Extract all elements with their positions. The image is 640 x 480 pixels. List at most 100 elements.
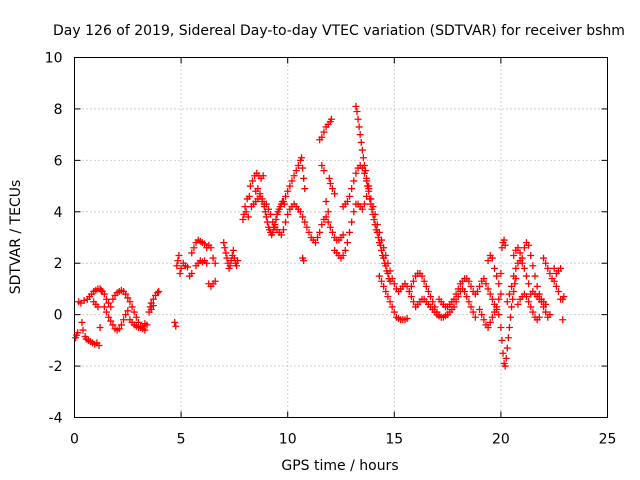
- data-point: [510, 252, 518, 259]
- data-point: [177, 264, 185, 272]
- data-point: [365, 185, 373, 193]
- data-point: [109, 321, 117, 329]
- data-point: [107, 317, 115, 325]
- data-point: [550, 277, 558, 285]
- data-point: [262, 213, 270, 221]
- data-point: [499, 349, 507, 357]
- data-point: [354, 115, 362, 123]
- data-point: [346, 228, 354, 236]
- data-point: [358, 164, 366, 172]
- data-point: [495, 280, 503, 288]
- data-point: [378, 236, 386, 244]
- data-point: [328, 228, 336, 236]
- data-point: [245, 192, 253, 200]
- data-point: [299, 164, 307, 172]
- data-point: [331, 190, 339, 198]
- data-point: [516, 249, 524, 257]
- data-point: [454, 285, 462, 293]
- data-point: [525, 241, 533, 249]
- data-point: [360, 200, 368, 208]
- y-tick-label: -2: [49, 359, 63, 375]
- data-point: [514, 300, 522, 308]
- data-point: [501, 362, 509, 370]
- data-point: [352, 102, 360, 110]
- data-point: [320, 167, 328, 175]
- data-point: [386, 298, 394, 306]
- data-point: [463, 293, 471, 301]
- data-point: [350, 177, 358, 185]
- data-point: [326, 180, 334, 187]
- x-tick-label: 5: [177, 432, 186, 448]
- data-point: [495, 311, 503, 319]
- data-point: [300, 257, 308, 265]
- data-point: [384, 293, 392, 301]
- data-point: [262, 200, 270, 208]
- data-point: [299, 213, 307, 221]
- data-point: [359, 154, 367, 162]
- data-point: [141, 326, 149, 334]
- data-point: [355, 123, 363, 131]
- data-point: [382, 288, 390, 295]
- data-point: [175, 252, 183, 259]
- data-point: [518, 254, 526, 262]
- data-point: [493, 303, 501, 311]
- data-point: [102, 295, 110, 303]
- data-point: [514, 244, 522, 252]
- data-point: [171, 318, 179, 326]
- data-point: [488, 254, 496, 262]
- data-point: [203, 259, 211, 267]
- data-point: [100, 303, 108, 311]
- data-point: [242, 208, 250, 216]
- data-point: [277, 231, 285, 239]
- data-point: [124, 294, 132, 302]
- data-point: [382, 252, 390, 259]
- data-point: [117, 321, 125, 329]
- data-point: [155, 288, 163, 295]
- data-point: [96, 324, 104, 331]
- data-point: [149, 302, 157, 310]
- data-point: [327, 115, 335, 123]
- data-point: [491, 264, 499, 272]
- data-point: [360, 169, 368, 177]
- data-point: [450, 303, 458, 311]
- x-tick-label: 25: [599, 432, 617, 448]
- data-point: [79, 326, 87, 334]
- data-point: [124, 307, 132, 315]
- data-point: [467, 303, 475, 311]
- data-point: [525, 298, 533, 306]
- data-point: [115, 325, 123, 333]
- x-tick-labels: 0 5 10 15 20 25: [70, 432, 616, 448]
- data-point: [282, 192, 290, 200]
- data-point: [300, 174, 308, 182]
- data-point: [375, 228, 383, 236]
- data-point: [95, 342, 103, 349]
- data-point: [560, 293, 568, 301]
- data-point: [143, 321, 151, 329]
- data-point: [493, 272, 501, 280]
- data-point: [488, 313, 496, 321]
- data-point: [405, 288, 413, 295]
- data-point: [476, 306, 484, 313]
- data-point: [326, 223, 334, 231]
- data-point: [174, 257, 182, 265]
- data-point: [427, 293, 435, 301]
- data-point: [403, 315, 411, 322]
- data-point: [498, 336, 506, 344]
- data-point: [249, 177, 257, 185]
- data-point: [348, 218, 356, 226]
- y-tick-label: 2: [54, 256, 63, 272]
- data-point: [520, 244, 528, 252]
- x-tick-label: 10: [279, 432, 297, 448]
- data-point: [239, 216, 247, 223]
- data-point: [353, 108, 361, 115]
- data-point: [107, 303, 115, 311]
- data-point: [503, 344, 511, 352]
- data-point: [508, 282, 516, 290]
- data-point: [296, 208, 304, 216]
- data-point: [109, 295, 117, 303]
- data-point: [367, 195, 375, 203]
- data-point: [173, 262, 181, 270]
- data-point: [509, 295, 517, 303]
- data-point: [525, 280, 533, 288]
